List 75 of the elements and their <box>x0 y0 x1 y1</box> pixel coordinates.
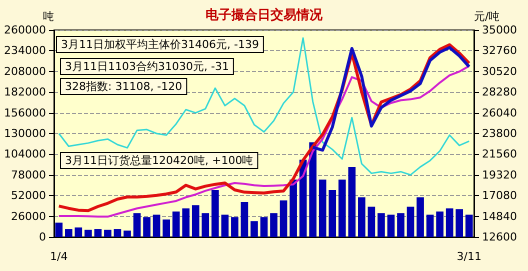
y-tick-label: 0 <box>39 230 46 244</box>
bar <box>172 212 180 237</box>
bar <box>64 229 72 237</box>
bar <box>104 230 112 237</box>
x-tick-label: 1/4 <box>50 250 68 263</box>
y-tick-label: 156000 <box>4 106 46 120</box>
bar <box>240 202 248 237</box>
y2-tick-label: 17080 <box>482 189 517 202</box>
bar <box>260 217 268 237</box>
y2-tick-label: 12600 <box>482 230 517 244</box>
bar <box>358 197 366 237</box>
y2-axis-title: 元/吨 <box>474 10 500 23</box>
y2-tick-label: 19320 <box>482 168 517 182</box>
bar <box>133 213 141 237</box>
bar <box>162 219 170 237</box>
bar <box>318 180 326 237</box>
bar <box>328 190 336 237</box>
bar <box>387 214 395 237</box>
bar <box>446 208 454 237</box>
annotation: 3月11日加权平均主体价31406元, -139 <box>61 38 259 51</box>
y-axis-title: 吨 <box>43 10 54 23</box>
y-tick-label: 26000 <box>11 210 46 223</box>
bar <box>143 217 150 237</box>
y-tick-label: 208000 <box>4 64 46 78</box>
bar <box>270 213 278 237</box>
y-tick-label: 52000 <box>11 189 46 202</box>
bar <box>436 212 444 237</box>
bar <box>426 214 434 237</box>
annotation: 3月11日订货总量120420吨, +100吨 <box>65 154 254 167</box>
x-tick-label: 3/11 <box>456 250 482 263</box>
bar <box>280 200 288 237</box>
bar <box>192 205 200 237</box>
y-tick-label: 104000 <box>4 148 46 161</box>
y-tick-label: 78000 <box>11 168 46 182</box>
bar <box>152 214 160 237</box>
y2-tick-label: 26040 <box>482 106 517 120</box>
annotation: 328指数: 31108, -120 <box>65 80 182 93</box>
bar <box>94 229 102 237</box>
annotation: 3月11日1103合约31030元, -31 <box>65 60 229 73</box>
bar <box>456 209 464 237</box>
y-tick-label: 234000 <box>4 44 46 58</box>
y2-tick-label: 23800 <box>482 127 517 140</box>
bar <box>378 213 385 237</box>
y2-tick-label: 21560 <box>482 148 517 161</box>
line-series <box>58 37 470 176</box>
bar <box>221 214 229 237</box>
bar <box>397 213 404 237</box>
bar <box>309 142 316 237</box>
bar <box>202 213 210 237</box>
y2-tick-label: 32760 <box>482 44 517 58</box>
bar <box>348 166 356 237</box>
bar <box>55 222 63 237</box>
y2-tick-label: 28280 <box>482 86 517 99</box>
bar <box>338 180 346 237</box>
bar <box>416 197 424 237</box>
bar <box>182 208 190 237</box>
line-series <box>311 46 471 152</box>
y2-tick-label: 35000 <box>482 24 517 36</box>
bar <box>250 221 258 237</box>
bar <box>290 180 297 237</box>
bar <box>114 229 122 237</box>
y2-tick-label: 30520 <box>482 64 517 78</box>
y-tick-label: 130000 <box>4 127 46 140</box>
bar <box>84 230 92 237</box>
bar <box>212 190 219 237</box>
chart-title: 电子撮合日交易情况 <box>206 7 324 23</box>
bar <box>368 206 376 237</box>
y-tick-label: 260000 <box>4 24 46 36</box>
bar <box>124 230 131 237</box>
y2-tick-label: 14840 <box>482 210 517 223</box>
y-tick-label: 182000 <box>4 86 46 99</box>
bar <box>406 206 414 237</box>
bar <box>465 214 473 237</box>
bar <box>74 227 82 237</box>
bar <box>231 217 238 237</box>
